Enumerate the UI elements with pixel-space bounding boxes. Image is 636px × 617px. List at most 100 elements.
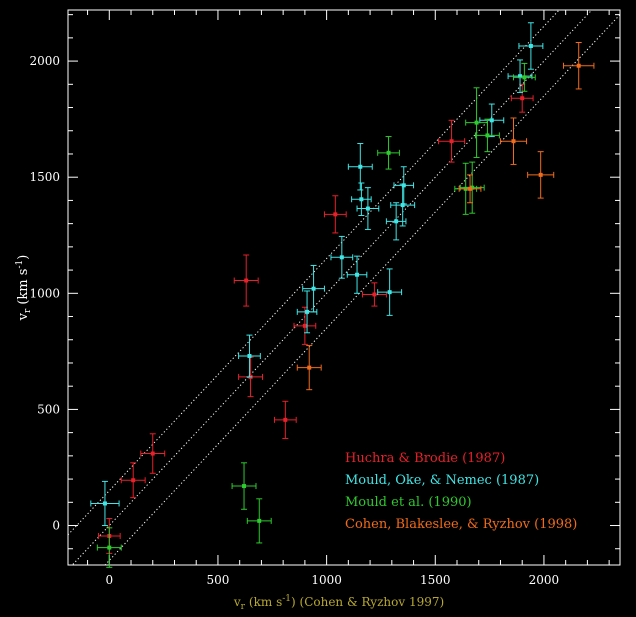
data-marker (400, 203, 405, 208)
data-marker (489, 118, 494, 123)
data-point (246, 498, 272, 544)
data-marker (520, 96, 525, 101)
y-tick-label: 500 (37, 402, 60, 416)
y-axis-title: vr (km s-1) (15, 255, 33, 322)
data-marker (305, 309, 310, 314)
data-marker (302, 323, 307, 328)
data-marker (311, 286, 316, 291)
data-marker (242, 484, 247, 489)
series-2 (96, 62, 536, 568)
data-point (347, 143, 373, 191)
series-0 (97, 83, 534, 554)
data-point (390, 183, 416, 227)
data-point (507, 59, 533, 93)
legend-entry-2: Mould et al. (1990) (345, 495, 472, 510)
x-axis-title-sup: -1 (282, 594, 291, 604)
legend-entry-0: Huchra & Brodie (1987) (345, 451, 505, 466)
y-axis-title-sub: r (23, 308, 33, 313)
data-point (330, 235, 354, 279)
data-point (465, 87, 488, 158)
data-point (513, 62, 536, 92)
data-point (231, 462, 257, 510)
data-marker (372, 292, 377, 297)
data-marker (401, 183, 406, 188)
data-point (233, 254, 259, 307)
plot-border (67, 9, 621, 566)
x-axis-title-units: (km s (249, 595, 282, 609)
data-point (377, 136, 400, 170)
x-tick-label: 500 (206, 573, 229, 587)
data-marker (394, 219, 399, 224)
reference-line-2 (104, 14, 620, 565)
data-point (499, 117, 528, 165)
data-point (140, 433, 166, 474)
data-point (438, 119, 466, 163)
y-tick-label: 0 (52, 519, 60, 533)
x-tick-label: 1000 (311, 573, 342, 587)
data-point (458, 174, 482, 204)
data-point (273, 400, 297, 439)
axis-ticks: 0 500 1000 1500 2000 0 500 1000 1500 2000 (29, 10, 620, 587)
data-point (510, 83, 534, 113)
axis-titles: vr (km s-1) (Cohen & Ryzhov 1997)vr(km s-… (15, 255, 444, 612)
data-point (356, 187, 380, 230)
data-marker (247, 354, 252, 359)
legend-entry-1: Mould, Oke, & Nemec (1987) (345, 473, 539, 488)
data-marker (449, 139, 454, 144)
data-point (296, 345, 322, 391)
reference-line-1 (68, 10, 560, 536)
data-marker (470, 185, 475, 190)
x-tick-label: 2000 (529, 573, 560, 587)
data-marker (355, 272, 360, 277)
series-1 (90, 22, 544, 527)
legend-entry-3: Cohen, Blakeslee, & Ryzhov (1998) (345, 517, 577, 532)
data-point (518, 22, 544, 70)
data-marker (339, 255, 344, 260)
data-marker (244, 278, 249, 283)
data-marker (107, 545, 112, 550)
data-marker (386, 150, 391, 155)
data-marker (474, 120, 479, 125)
data-marker (102, 501, 107, 506)
data-marker (522, 75, 527, 80)
data-marker (576, 63, 581, 68)
y-tick-label: 2000 (29, 54, 60, 68)
x-axis-title-sub: r (241, 602, 246, 612)
series-3 (296, 42, 595, 391)
y-axis-title-units: (km s (16, 269, 31, 305)
data-marker (538, 172, 543, 177)
data-marker (387, 290, 392, 295)
data-marker (485, 133, 490, 138)
data-points (90, 22, 595, 568)
y-axis-title-main: v (16, 312, 31, 321)
data-marker (511, 139, 516, 144)
y-axis-title-tail: ) (16, 255, 31, 260)
data-marker (283, 417, 288, 422)
x-tick-label: 0 (105, 573, 113, 587)
data-marker (257, 518, 262, 523)
legend: Huchra & Brodie (1987) Mould, Oke, & Neme… (345, 451, 577, 532)
data-marker (150, 451, 155, 456)
data-point (459, 161, 485, 214)
data-marker (365, 206, 370, 211)
x-axis-title-tail: ) (Cohen & Ryzhov 1997) (291, 595, 444, 609)
data-marker (528, 43, 533, 48)
x-tick-label: 1500 (420, 573, 451, 587)
data-point (302, 264, 325, 313)
data-point (527, 151, 555, 199)
plot-frame (67, 9, 621, 566)
x-axis-title-main: v (233, 595, 241, 609)
data-point (474, 118, 500, 153)
y-axis-title-sup: -1 (15, 260, 25, 269)
data-marker (307, 365, 312, 370)
data-point (393, 166, 415, 205)
y-tick-label: 1000 (29, 286, 60, 300)
data-marker (333, 212, 338, 217)
data-point (346, 255, 368, 294)
x-axis-title: vr (km s-1) (Cohen & Ryzhov 1997) (233, 594, 444, 612)
data-point (377, 268, 403, 316)
data-point (479, 103, 505, 138)
data-point (323, 195, 347, 234)
y-tick-label: 1500 (29, 170, 60, 184)
